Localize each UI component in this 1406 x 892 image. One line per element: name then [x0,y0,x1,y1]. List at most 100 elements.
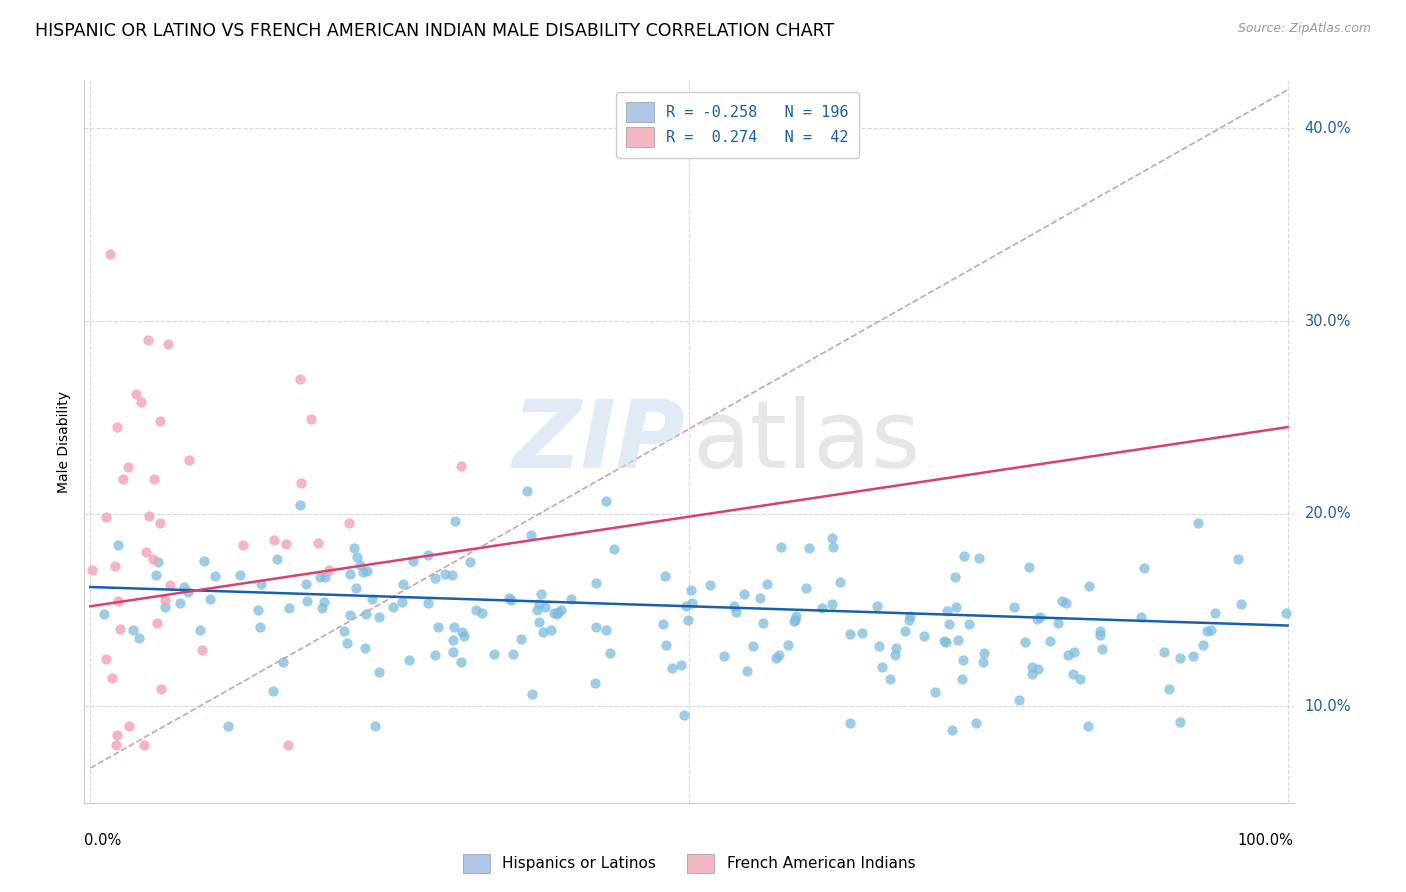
Point [416,548,439,562]
Point [336,636,359,650]
Point [884,641,907,656]
Point [783,613,806,627]
Point [1062,667,1084,681]
Point [749,591,772,605]
Point [560,591,582,606]
Point [924,685,946,699]
Point [935,635,957,649]
Point [794,581,817,595]
Point [93,607,115,621]
Point [967,551,990,566]
Point [344,581,367,595]
Point [444,514,467,528]
Point [427,620,450,634]
Point [595,493,617,508]
Point [752,616,775,631]
Point [349,558,371,573]
Point [941,723,963,737]
Point [821,540,844,554]
Point [177,453,200,467]
Point [105,420,128,434]
Point [307,535,329,549]
Point [585,620,607,634]
Point [276,537,298,551]
Point [146,615,169,630]
Point [169,596,191,610]
Point [232,538,254,552]
Point [1002,599,1025,614]
Point [450,458,472,473]
Point [368,610,391,624]
Point [585,576,607,591]
Point [768,648,790,663]
Point [134,738,156,752]
Point [527,597,550,611]
Point [441,632,464,647]
Point [821,532,844,546]
Point [879,672,901,686]
Text: Source: ZipAtlas.com: Source: ZipAtlas.com [1237,22,1371,36]
Point [441,645,464,659]
Point [398,653,420,667]
Point [188,624,211,638]
Point [135,545,157,559]
Point [129,395,152,409]
Point [112,472,135,486]
Point [1182,648,1205,663]
Point [443,620,465,634]
Point [1046,616,1069,631]
Text: ZIP: ZIP [512,395,685,488]
Point [309,570,332,584]
Point [661,660,683,674]
Point [266,552,288,566]
Text: 40.0%: 40.0% [1305,121,1351,136]
Point [176,584,198,599]
Text: atlas: atlas [693,395,921,488]
Point [392,577,415,591]
Point [193,554,215,568]
Text: 0.0%: 0.0% [84,833,121,848]
Point [713,649,735,664]
Point [288,498,311,512]
Point [654,569,676,583]
Point [866,599,889,614]
Point [104,738,127,752]
Point [146,555,169,569]
Point [799,541,821,555]
Point [142,551,165,566]
Text: HISPANIC OR LATINO VS FRENCH AMERICAN INDIAN MALE DISABILITY CORRELATION CHART: HISPANIC OR LATINO VS FRENCH AMERICAN IN… [35,22,834,40]
Point [1018,560,1040,574]
Point [531,625,554,640]
Point [651,617,673,632]
Point [434,566,457,581]
Point [204,569,226,583]
Point [290,476,312,491]
Point [1026,612,1049,626]
Point [339,607,361,622]
Point [932,634,955,648]
Point [249,620,271,634]
Point [498,591,520,605]
Point [1014,635,1036,649]
Text: 20.0%: 20.0% [1305,507,1351,521]
Point [1091,642,1114,657]
Point [346,549,368,564]
Point [465,603,488,617]
Point [118,719,141,733]
Point [1052,594,1074,608]
Point [117,460,139,475]
Point [299,411,322,425]
Point [595,623,617,637]
Point [516,484,538,499]
Point [828,574,851,589]
Point [519,528,541,542]
Point [1029,610,1052,624]
Point [952,653,974,667]
Point [191,643,214,657]
Point [675,599,697,614]
Point [681,596,703,610]
Point [938,616,960,631]
Point [1021,667,1043,681]
Point [153,593,176,607]
Point [1069,672,1091,686]
